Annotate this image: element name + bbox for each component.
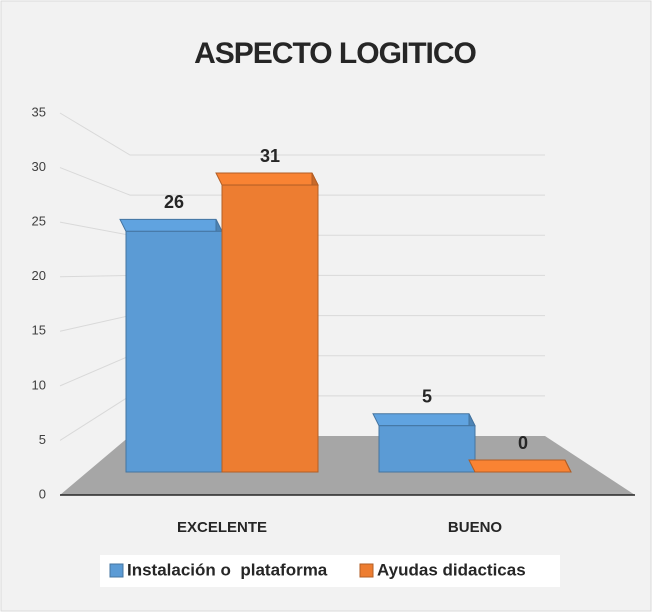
bar-side xyxy=(564,459,572,473)
legend-label: Instalación o plataforma xyxy=(127,560,328,579)
y-tick-label: 10 xyxy=(32,377,46,392)
y-tick-label: 35 xyxy=(32,104,46,119)
bar-top xyxy=(468,459,572,473)
bar xyxy=(378,425,476,473)
grid-line xyxy=(59,167,545,196)
legend-swatch xyxy=(359,563,374,578)
x-tick-label: EXCELENTE xyxy=(177,519,267,536)
x-tick-label: BUENO xyxy=(448,519,503,536)
legend-swatch xyxy=(109,563,124,578)
y-tick-label: 30 xyxy=(32,159,46,174)
y-tick-label: 20 xyxy=(32,268,46,283)
grid-line xyxy=(59,112,545,156)
legend-label: Ayudas didacticas xyxy=(377,560,526,579)
y-tick-label: 25 xyxy=(32,214,46,229)
bar-top xyxy=(372,413,476,427)
data-label: 31 xyxy=(260,146,280,166)
legend-box xyxy=(100,555,560,587)
data-label: 0 xyxy=(518,433,528,453)
bar xyxy=(125,230,223,473)
bar xyxy=(221,184,319,473)
y-tick-label: 5 xyxy=(39,432,46,447)
bar-top xyxy=(119,218,223,232)
bar-top xyxy=(215,172,319,186)
chart-title: ASPECTO LOGITICO xyxy=(194,37,476,70)
y-tick-label: 0 xyxy=(39,486,46,501)
y-tick-label: 15 xyxy=(32,323,46,338)
data-label: 26 xyxy=(164,192,184,212)
data-label: 5 xyxy=(422,386,432,406)
